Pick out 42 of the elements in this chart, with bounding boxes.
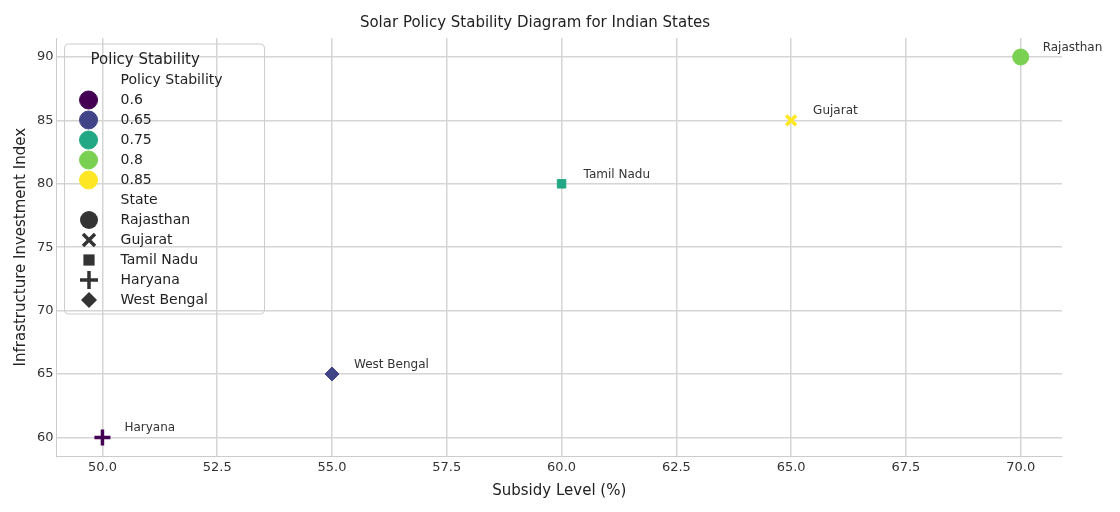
text: West Bengal bbox=[120, 290, 208, 307]
x-tick-label: 70.0 bbox=[1006, 458, 1036, 474]
data-label: Gujarat bbox=[813, 103, 858, 118]
x-tick-label: 65.0 bbox=[776, 458, 806, 474]
text: Rajasthan bbox=[120, 210, 191, 227]
legend-label: 0.8 bbox=[120, 150, 143, 167]
text: Tamil Nadu bbox=[120, 250, 199, 267]
y-tick-label: 90 bbox=[37, 48, 54, 64]
legend-label: 0.75 bbox=[120, 130, 152, 147]
x-tick-label: 57.5 bbox=[432, 458, 462, 474]
y-tick-label: 75 bbox=[37, 238, 54, 254]
legend-label: 0.65 bbox=[120, 110, 152, 127]
annotation: Policy Stability bbox=[120, 70, 223, 87]
x-tick-label: 67.5 bbox=[891, 458, 921, 474]
x-axis-title: Subsidy Level (%) bbox=[492, 480, 627, 499]
point bbox=[784, 113, 798, 128]
legend-title: Policy Stability bbox=[90, 49, 200, 68]
point bbox=[556, 179, 567, 189]
x-tick-label: 60.0 bbox=[547, 458, 577, 474]
point bbox=[92, 427, 113, 448]
data-label: Haryana bbox=[124, 420, 176, 435]
data-label: West Bengal bbox=[354, 356, 429, 371]
x-tick-label: 52.5 bbox=[202, 458, 232, 474]
legend-label: 0.6 bbox=[120, 90, 143, 107]
y-tick-label: 85 bbox=[37, 111, 54, 127]
data-label: Rajasthan bbox=[1042, 40, 1103, 55]
y-axis-title: Infrastructure Investment Index bbox=[10, 127, 29, 367]
text: Gujarat bbox=[120, 230, 173, 247]
x-tick-label: 62.5 bbox=[661, 458, 691, 474]
y-tick-label: 70 bbox=[37, 301, 54, 317]
y-tick-label: 80 bbox=[37, 175, 54, 191]
annotation: State bbox=[120, 190, 158, 207]
x-tick-label: 50.0 bbox=[87, 458, 117, 474]
point bbox=[1012, 48, 1030, 66]
y-tick-label: 65 bbox=[37, 365, 54, 381]
text: Haryana bbox=[120, 270, 180, 287]
point bbox=[324, 366, 340, 382]
data-label: Tamil Nadu bbox=[582, 166, 650, 181]
y-tick-label: 60 bbox=[37, 428, 54, 444]
x-tick-label: 55.0 bbox=[317, 458, 347, 474]
chart-title: Solar Policy Stability Diagram for Indian States bbox=[359, 12, 711, 31]
legend-label: 0.85 bbox=[120, 170, 152, 187]
